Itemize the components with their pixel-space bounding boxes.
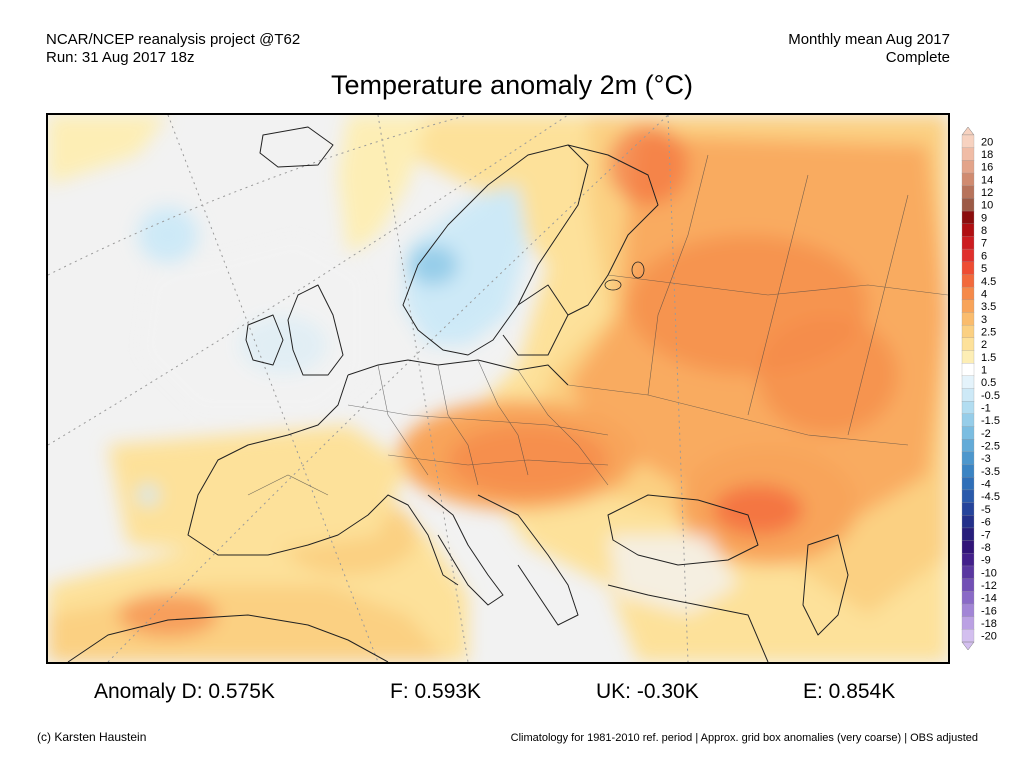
header-right: Monthly mean Aug 2017 Complete	[788, 31, 950, 67]
colorbar-label: 14	[981, 174, 993, 186]
colorbar-label: 1.5	[981, 352, 996, 364]
colorbar: 201816141210987654.543.532.521.510.5-0.5…	[958, 127, 1024, 650]
colorbar-band	[962, 465, 974, 478]
colorbar-band	[962, 287, 974, 300]
colorbar-label: 20	[981, 136, 993, 148]
colorbar-band	[962, 274, 974, 287]
colorbar-label: 10	[981, 200, 993, 212]
colorbar-label: 12	[981, 187, 993, 199]
page-title: Temperature anomaly 2m (°C)	[0, 70, 1024, 101]
colorbar-band	[962, 579, 974, 592]
colorbar-label: -2.5	[981, 441, 1000, 453]
colorbar-label: 9	[981, 212, 987, 224]
colorbar-label: -10	[981, 567, 997, 579]
colorbar-band	[962, 338, 974, 351]
colorbar-band	[962, 312, 974, 325]
colorbar-label: -18	[981, 618, 997, 630]
colorbar-band	[962, 629, 974, 642]
run-line: Run: 31 Aug 2017 18z	[46, 49, 300, 67]
anomaly-map	[46, 113, 950, 664]
colorbar-band	[962, 300, 974, 313]
colorbar-label: 18	[981, 149, 993, 161]
colorbar-label: -7	[981, 529, 991, 541]
colorbar-label: 5	[981, 263, 987, 275]
france-stat: F: 0.593K	[390, 680, 481, 704]
colorbar-band	[962, 452, 974, 465]
colorbar-band	[962, 262, 974, 275]
colorbar-label: 3	[981, 314, 987, 326]
period-line: Monthly mean Aug 2017	[788, 31, 950, 49]
colorbar-band	[962, 528, 974, 541]
colorbar-band	[962, 427, 974, 440]
colorbar-label: -5	[981, 504, 991, 516]
colorbar-band	[962, 173, 974, 186]
europe-stat: E: 0.854K	[803, 680, 895, 704]
colorbar-label: 8	[981, 225, 987, 237]
colorbar-band	[962, 135, 974, 148]
header-left: NCAR/NCEP reanalysis project @T62 Run: 3…	[46, 31, 300, 67]
colorbar-band	[962, 236, 974, 249]
colorbar-label: 1	[981, 364, 987, 376]
colorbar-band	[962, 186, 974, 199]
credit-text: (c) Karsten Haustein	[37, 730, 146, 744]
status-line: Complete	[788, 49, 950, 67]
colorbar-label: 6	[981, 250, 987, 262]
colorbar-bottom-arrow	[962, 642, 974, 650]
colorbar-label: -12	[981, 580, 997, 592]
colorbar-band	[962, 490, 974, 503]
colorbar-label: -3	[981, 453, 991, 465]
colorbar-label: -3.5	[981, 466, 1000, 478]
colorbar-label: -9	[981, 555, 991, 567]
colorbar-band	[962, 541, 974, 554]
source-line: NCAR/NCEP reanalysis project @T62	[46, 31, 300, 49]
colorbar-band	[962, 198, 974, 211]
anomaly-d-stat: Anomaly D: 0.575K	[94, 680, 275, 704]
colorbar-band	[962, 401, 974, 414]
colorbar-label: -20	[981, 631, 997, 643]
colorbar-label: 2.5	[981, 326, 996, 338]
colorbar-label: -14	[981, 593, 997, 605]
colorbar-label: -2	[981, 428, 991, 440]
colorbar-label: -4	[981, 479, 991, 491]
colorbar-band	[962, 376, 974, 389]
colorbar-top-arrow	[962, 127, 974, 135]
colorbar-label: 3.5	[981, 301, 996, 313]
colorbar-band	[962, 566, 974, 579]
colorbar-label: -1.5	[981, 415, 1000, 427]
colorbar-band	[962, 503, 974, 516]
map-canvas	[48, 115, 948, 662]
colorbar-label: 16	[981, 162, 993, 174]
colorbar-band	[962, 148, 974, 161]
colorbar-label: 4.5	[981, 276, 996, 288]
colorbar-label: -16	[981, 605, 997, 617]
colorbar-band	[962, 389, 974, 402]
colorbar-label: 4	[981, 288, 987, 300]
colorbar-label: -4.5	[981, 491, 1000, 503]
colorbar-band	[962, 414, 974, 427]
colorbar-band	[962, 350, 974, 363]
colorbar-band	[962, 325, 974, 338]
colorbar-label: -1	[981, 403, 991, 415]
uk-stat: UK: -0.30K	[596, 680, 699, 704]
colorbar-band	[962, 224, 974, 237]
colorbar-band	[962, 604, 974, 617]
colorbar-band	[962, 553, 974, 566]
colorbar-band	[962, 439, 974, 452]
colorbar-label: -0.5	[981, 390, 1000, 402]
colorbar-band	[962, 160, 974, 173]
colorbar-label: 7	[981, 238, 987, 250]
colorbar-label: -8	[981, 542, 991, 554]
colorbar-band	[962, 617, 974, 630]
colorbar-band	[962, 515, 974, 528]
colorbar-band	[962, 363, 974, 376]
climatology-note: Climatology for 1981-2010 ref. period | …	[511, 732, 978, 744]
colorbar-label: -6	[981, 517, 991, 529]
colorbar-band	[962, 249, 974, 262]
colorbar-band	[962, 211, 974, 224]
colorbar-band	[962, 477, 974, 490]
colorbar-band	[962, 591, 974, 604]
colorbar-label: 0.5	[981, 377, 996, 389]
colorbar-label: 2	[981, 339, 987, 351]
